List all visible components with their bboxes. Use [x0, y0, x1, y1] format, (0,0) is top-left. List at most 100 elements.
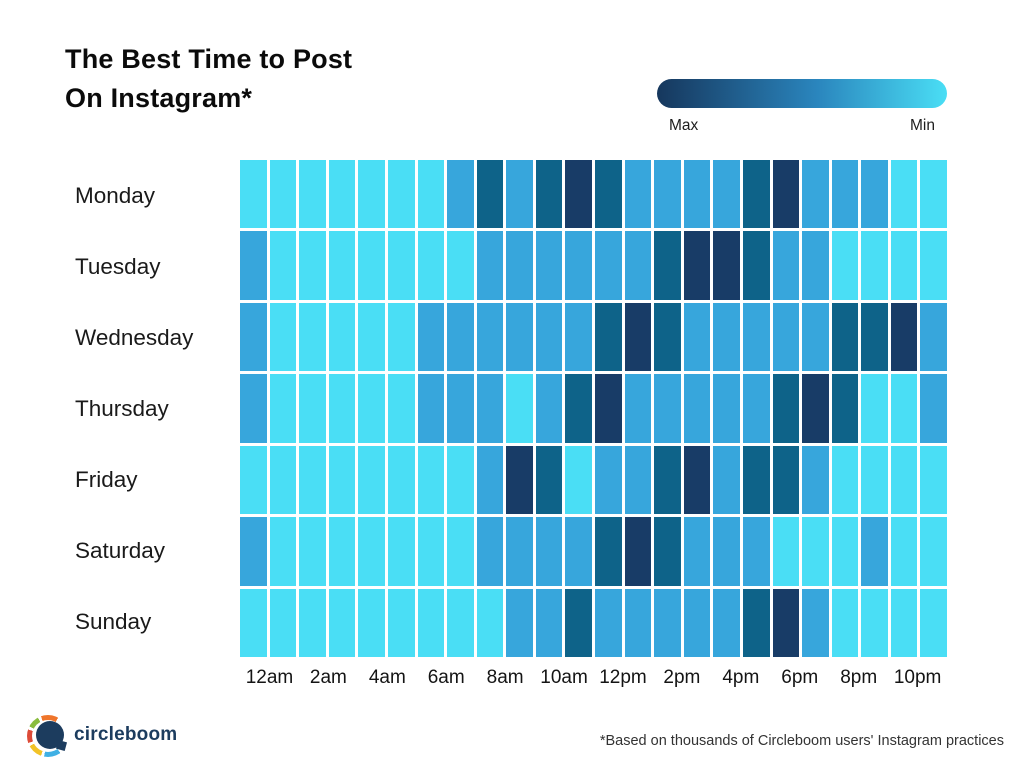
heatmap-cell [683, 302, 711, 372]
heatmap-cell [595, 517, 622, 586]
heatmap-cell [417, 588, 445, 657]
heatmap-cell [565, 588, 592, 657]
heatmap-cell [713, 302, 740, 372]
heatmap-cell [920, 302, 947, 372]
legend-max-label: Max [669, 117, 699, 134]
hour-label: 2am [309, 667, 347, 688]
logo-core [36, 721, 64, 749]
heatmap-cell [683, 588, 711, 657]
heatmap-cell [920, 588, 947, 657]
heatmap-cell [624, 588, 652, 657]
heatmap-cell [506, 302, 533, 372]
footnote: *Based on thousands of Circleboom users'… [599, 733, 1004, 749]
hour-label: 6am [427, 667, 465, 688]
circleboom-logo-icon [27, 715, 69, 757]
heatmap-cell [506, 445, 533, 515]
legend-labels: Max Min [657, 117, 947, 135]
heatmap-cell [535, 445, 563, 515]
heatmap-cell [920, 445, 947, 515]
heatmap-cell [328, 374, 356, 443]
heatmap-cell [535, 231, 563, 300]
heatmap-cell [417, 302, 445, 372]
heatmap-cell [890, 231, 918, 300]
heatmap-cell [920, 517, 947, 586]
heatmap-cell [920, 160, 947, 229]
heatmap-cell [328, 231, 356, 300]
page-title: The Best Time to Post On Instagram* [65, 40, 352, 118]
heatmap-cell [299, 160, 326, 229]
heatmap-cell [802, 231, 829, 300]
heatmap-cell [920, 374, 947, 443]
brand-name: circleboom [74, 724, 178, 745]
heatmap-cell [742, 160, 770, 229]
heatmap-cell [299, 374, 326, 443]
heatmap-cell [772, 160, 800, 229]
heatmap-cell [476, 445, 504, 515]
heatmap-cell [713, 517, 740, 586]
heatmap-cell [831, 231, 859, 300]
heatmap-cell [535, 160, 563, 229]
heatmap-cell [387, 517, 415, 586]
heatmap-cell [299, 517, 326, 586]
heatmap-cell [299, 445, 326, 515]
heatmap-cell [476, 160, 504, 229]
hour-label: 6pm [781, 667, 819, 688]
heatmap-cell [387, 231, 415, 300]
heatmap-cell [565, 302, 592, 372]
heatmap-cell [772, 374, 800, 443]
heatmap-grid [240, 160, 947, 657]
heatmap-cell [447, 517, 474, 586]
heatmap-cell [802, 445, 829, 515]
day-label: Tuesday [75, 253, 161, 279]
heatmap-cell [772, 302, 800, 372]
heatmap-cell [595, 588, 622, 657]
hour-label: 2pm [663, 667, 701, 688]
heatmap-cell [506, 160, 533, 229]
heatmap-cell [595, 302, 622, 372]
heatmap-cell [565, 160, 592, 229]
heatmap-cell [240, 445, 267, 515]
heatmap-cell [654, 302, 681, 372]
day-label: Thursday [75, 395, 169, 421]
heatmap-cell [447, 374, 474, 443]
day-label: Friday [75, 466, 138, 492]
day-label: Saturday [75, 537, 166, 563]
heatmap-cell [535, 588, 563, 657]
heatmap-cell [772, 588, 800, 657]
heatmap-cell [476, 302, 504, 372]
heatmap-cell [861, 231, 888, 300]
title-line-2: On Instagram* [65, 83, 253, 113]
heatmap-cell [802, 588, 829, 657]
heatmap-cell [713, 374, 740, 443]
heatmap-cell [387, 588, 415, 657]
heatmap-cell [742, 588, 770, 657]
heatmap-cell [358, 160, 385, 229]
heatmap-cell [476, 588, 504, 657]
heatmap-cell [831, 445, 859, 515]
heatmap-cell [861, 445, 888, 515]
heatmap-cell [890, 517, 918, 586]
heatmap-cell [742, 517, 770, 586]
hour-label: 10pm [893, 667, 942, 688]
heatmap-cell [624, 445, 652, 515]
heatmap-cell [742, 374, 770, 443]
heatmap-cell [624, 374, 652, 443]
heatmap-cell [595, 374, 622, 443]
heatmap-cell [476, 374, 504, 443]
heatmap-cell [713, 445, 740, 515]
heatmap-cell [506, 588, 533, 657]
heatmap-cell [447, 231, 474, 300]
heatmap-cell [654, 374, 681, 443]
heatmap-cell [802, 302, 829, 372]
heatmap-cell [565, 517, 592, 586]
heatmap-cell [890, 302, 918, 372]
hour-label: 4pm [722, 667, 760, 688]
heatmap-cell [269, 517, 297, 586]
heatmap-cell [358, 517, 385, 586]
heatmap-cell [358, 231, 385, 300]
heatmap-cell [831, 588, 859, 657]
heatmap-cell [417, 445, 445, 515]
heatmap-cell [713, 160, 740, 229]
heatmap-cell [683, 517, 711, 586]
heatmap-cell [890, 160, 918, 229]
